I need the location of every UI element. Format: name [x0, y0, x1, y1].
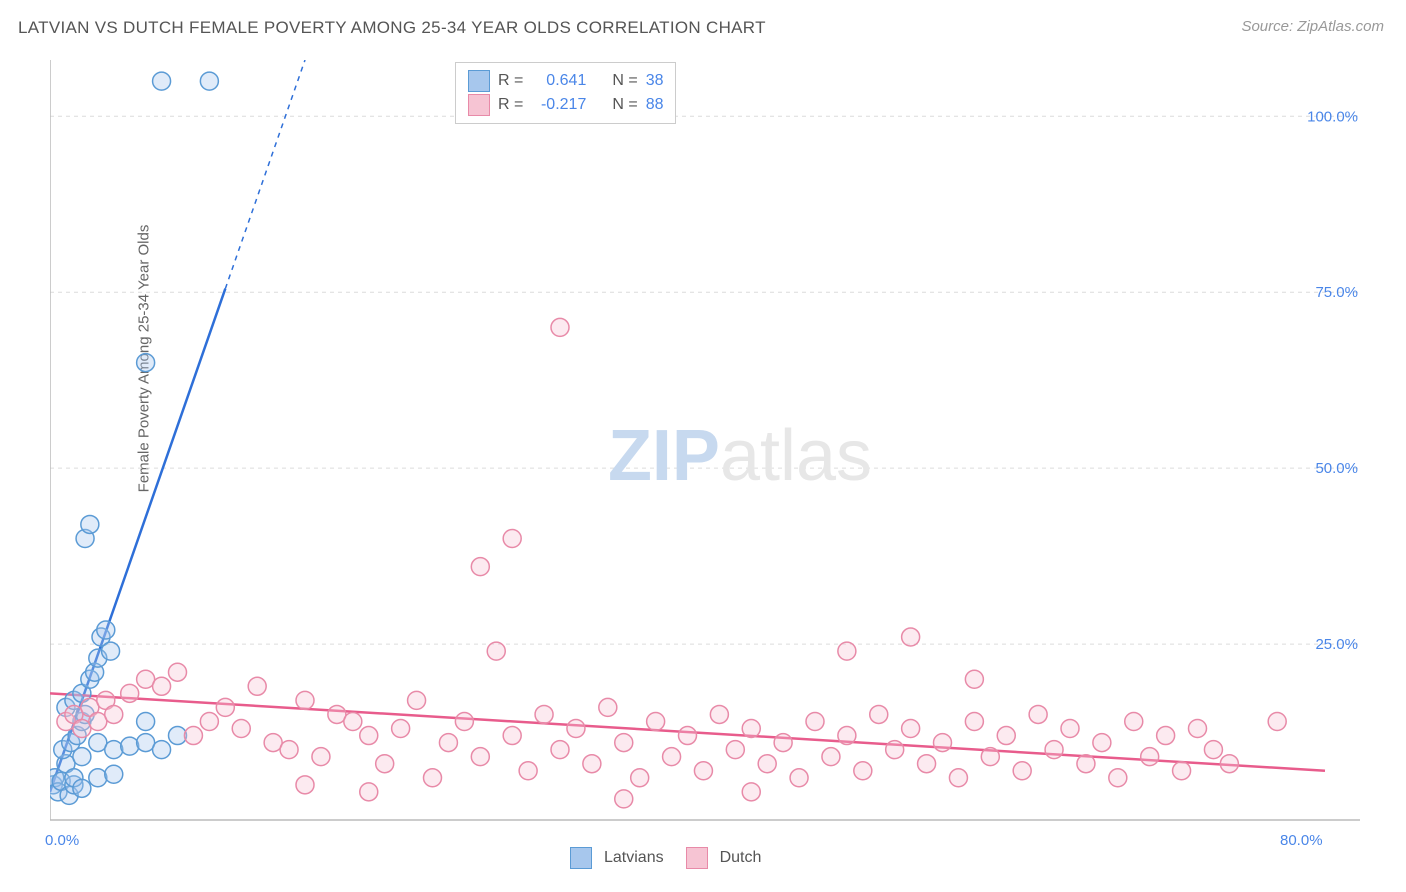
legend-n-value: 88 [646, 93, 664, 117]
legend-r-label: R = [498, 69, 523, 93]
legend-n-label: N = [612, 69, 637, 93]
legend-row: R = 0.641 N = 38 [468, 69, 663, 93]
x-tick-label: 0.0% [45, 832, 79, 849]
svg-text:ZIPatlas: ZIPatlas [608, 416, 872, 496]
svg-text:25.0%: 25.0% [1315, 636, 1358, 653]
series-legend: Latvians Dutch [570, 847, 761, 869]
x-tick-label: 80.0% [1280, 832, 1323, 849]
legend-item: Latvians [570, 847, 664, 869]
legend-item: Dutch [686, 847, 762, 869]
legend-n-value: 38 [646, 69, 664, 93]
svg-text:100.0%: 100.0% [1307, 108, 1358, 125]
chart-title: LATVIAN VS DUTCH FEMALE POVERTY AMONG 25… [18, 18, 766, 38]
legend-label: Dutch [720, 849, 762, 867]
legend-row: R = -0.217 N = 88 [468, 93, 663, 117]
legend-r-value: 0.641 [531, 69, 586, 93]
svg-text:75.0%: 75.0% [1315, 284, 1358, 301]
source-attribution: Source: ZipAtlas.com [1241, 18, 1384, 35]
legend-swatch [570, 847, 592, 869]
legend-r-label: R = [498, 93, 523, 117]
legend-n-label: N = [612, 93, 637, 117]
svg-text:50.0%: 50.0% [1315, 460, 1358, 477]
legend-r-value: -0.217 [531, 93, 586, 117]
scatter-chart: ZIPatlas 25.0% 50.0% 75.0% 100.0% [50, 60, 1360, 830]
correlation-legend: R = 0.641 N = 38 R = -0.217 N = 88 [455, 62, 676, 124]
legend-swatch [468, 70, 490, 92]
legend-swatch [468, 94, 490, 116]
legend-label: Latvians [604, 849, 664, 867]
legend-swatch [686, 847, 708, 869]
